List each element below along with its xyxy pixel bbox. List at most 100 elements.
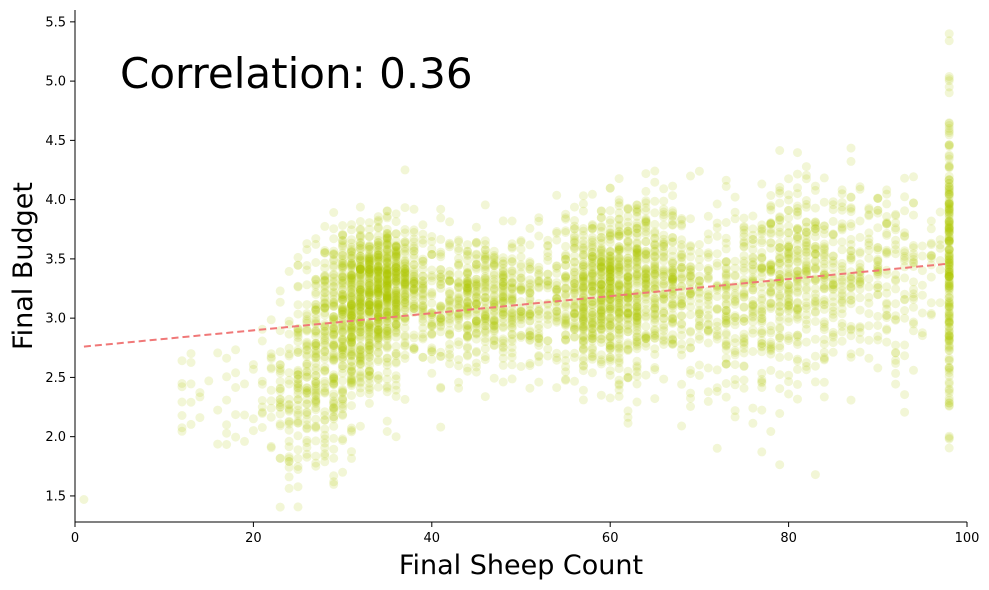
data-point <box>302 325 312 335</box>
data-point <box>364 304 374 314</box>
data-point <box>320 248 330 258</box>
data-point <box>373 322 383 332</box>
data-point <box>364 257 374 266</box>
data-point <box>266 364 276 374</box>
data-point <box>418 256 428 266</box>
data-point <box>400 259 410 269</box>
x-tick-label: 40 <box>424 531 441 546</box>
data-point <box>373 348 383 358</box>
data-point <box>347 375 356 384</box>
data-point <box>347 327 356 337</box>
data-point <box>364 371 374 381</box>
data-point <box>810 181 820 191</box>
data-point <box>409 343 419 353</box>
data-point <box>373 342 383 352</box>
data-point <box>364 326 374 336</box>
data-point <box>364 374 374 384</box>
data-point <box>364 338 374 348</box>
data-point <box>944 140 954 150</box>
data-point <box>347 321 356 331</box>
data-point <box>757 179 767 189</box>
data-point <box>436 315 446 325</box>
data-point <box>364 318 374 328</box>
data-point <box>944 187 954 196</box>
data-point <box>329 208 339 217</box>
data-point <box>418 285 428 294</box>
data-point <box>400 267 410 277</box>
data-point <box>909 210 918 220</box>
data-point <box>347 332 356 342</box>
data-point <box>293 333 303 342</box>
data-point <box>436 272 446 282</box>
data-point <box>364 264 374 274</box>
data-point <box>917 251 927 261</box>
data-point <box>338 262 348 272</box>
data-point <box>471 328 481 338</box>
data-point <box>409 283 419 293</box>
data-point <box>320 352 330 362</box>
data-point <box>373 301 383 311</box>
data-point <box>909 243 918 253</box>
data-point <box>659 239 669 249</box>
data-point <box>427 287 437 297</box>
data-point <box>266 349 276 359</box>
data-point <box>382 294 392 304</box>
data-point <box>668 211 678 221</box>
data-point <box>382 331 392 341</box>
data-point <box>409 288 419 298</box>
data-point <box>391 269 401 278</box>
data-point <box>382 295 392 305</box>
data-point <box>391 271 401 281</box>
data-point <box>373 300 383 310</box>
data-point <box>382 274 392 284</box>
data-point <box>364 307 374 317</box>
data-point <box>391 332 401 342</box>
data-point <box>418 306 428 315</box>
data-point <box>329 453 339 463</box>
data-point <box>355 324 365 334</box>
data-point <box>382 329 392 339</box>
data-point <box>311 349 321 358</box>
data-point <box>409 285 419 295</box>
data-point <box>409 227 419 237</box>
data-point <box>275 376 285 386</box>
data-point <box>311 304 321 314</box>
data-point <box>355 306 365 316</box>
data-point <box>400 277 410 287</box>
data-point <box>302 265 312 275</box>
data-point <box>382 251 392 261</box>
data-point <box>784 228 794 238</box>
data-point <box>650 240 660 250</box>
data-point <box>721 300 731 310</box>
data-point <box>347 292 356 302</box>
data-point <box>338 276 348 286</box>
data-point <box>347 348 356 358</box>
data-point <box>338 322 348 332</box>
data-point <box>373 300 383 310</box>
data-point <box>739 375 749 385</box>
data-point <box>944 150 954 160</box>
data-point <box>436 252 446 262</box>
data-point <box>507 282 517 292</box>
data-point <box>382 298 392 308</box>
data-point <box>944 393 954 403</box>
data-point <box>766 365 776 375</box>
data-point <box>373 288 383 298</box>
data-point <box>311 458 321 468</box>
data-point <box>382 232 392 241</box>
data-point <box>373 314 383 324</box>
data-point <box>355 290 365 300</box>
data-point <box>873 363 883 373</box>
data-point <box>784 195 794 205</box>
data-point <box>445 352 455 362</box>
data-point <box>400 228 410 238</box>
data-point <box>186 349 196 359</box>
data-point <box>266 315 276 325</box>
data-point <box>338 309 348 319</box>
data-point <box>284 425 294 435</box>
data-point <box>650 196 660 206</box>
data-point <box>311 388 321 398</box>
data-point <box>828 338 838 348</box>
data-point <box>311 274 321 284</box>
data-point <box>650 227 660 237</box>
